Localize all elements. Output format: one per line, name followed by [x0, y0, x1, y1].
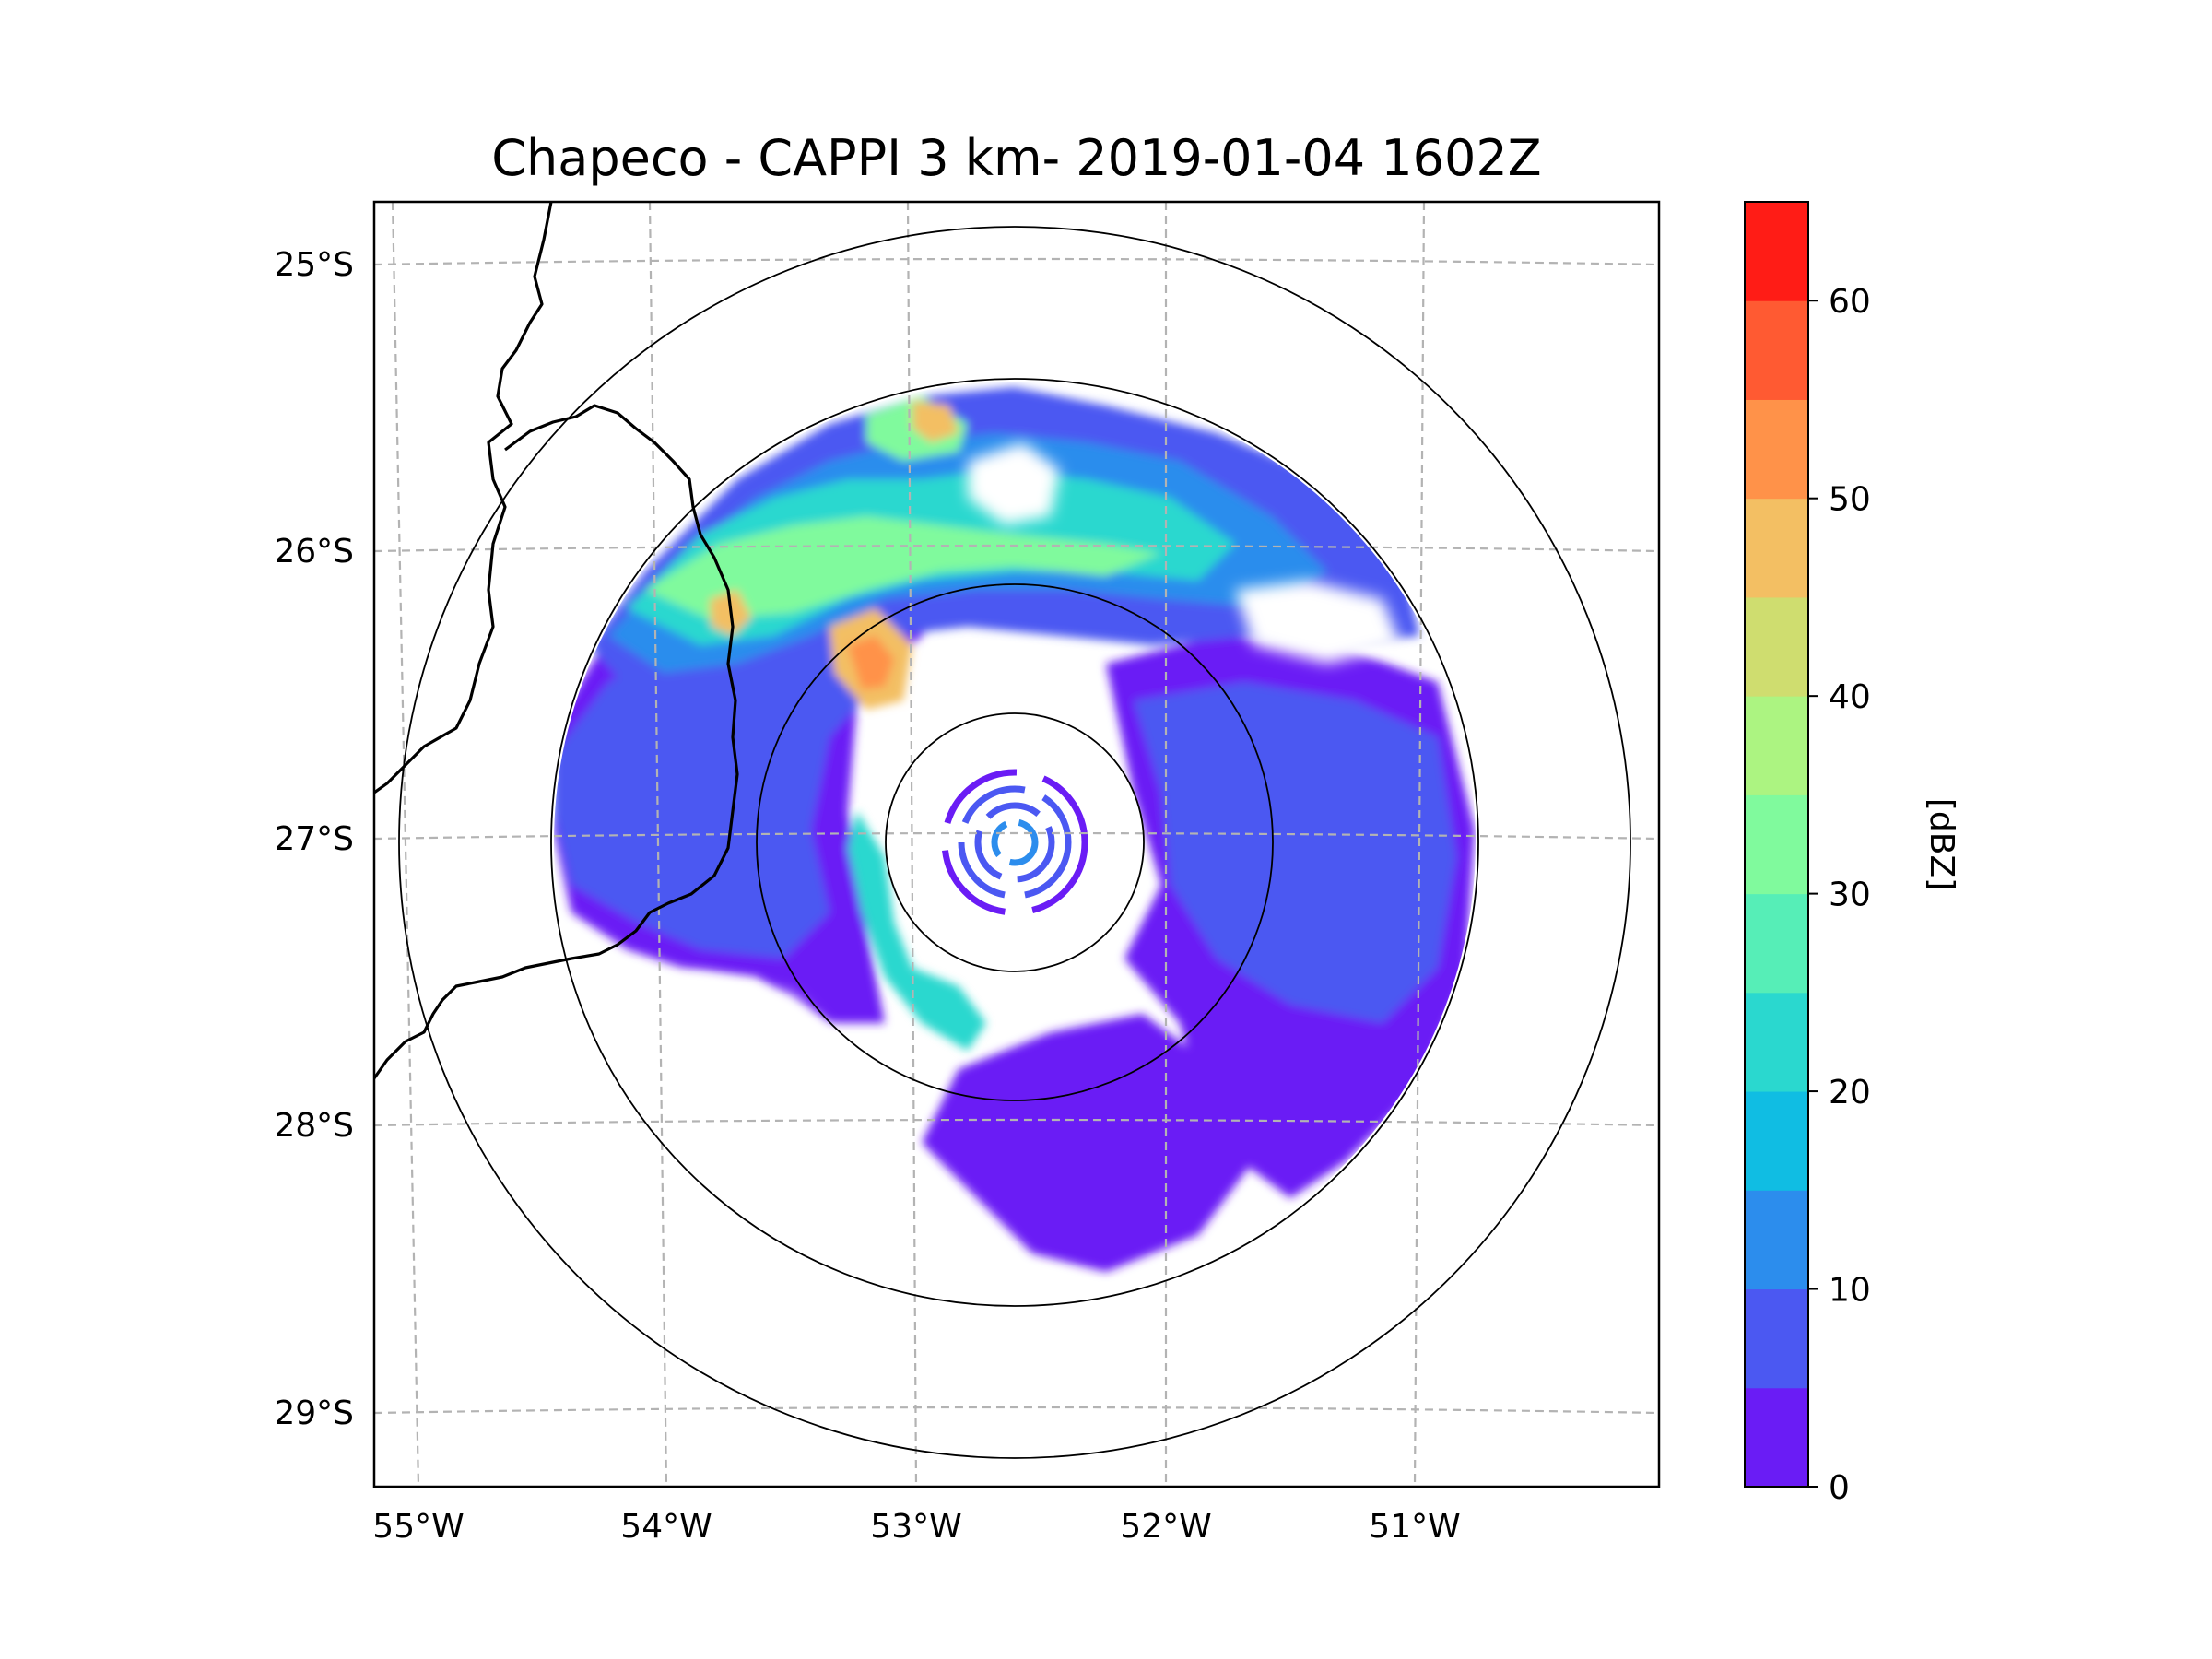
colorbar-band	[1745, 399, 1808, 499]
colorbar-band	[1745, 894, 1808, 994]
colorbar-band	[1745, 794, 1808, 894]
inner-clear-zone	[886, 713, 1144, 971]
colorbar-band	[1745, 1388, 1808, 1488]
lon-label-52w: 52°W	[1120, 1508, 1211, 1546]
colorbar-band	[1745, 696, 1808, 795]
colorbar-tick-label: 20	[1829, 1074, 1871, 1112]
colorbar-band	[1745, 1190, 1808, 1289]
map-panel	[374, 202, 1659, 1487]
colorbar-band	[1745, 1289, 1808, 1389]
colorbar-tick-label: 40	[1829, 678, 1871, 716]
colorbar-band	[1745, 202, 1808, 301]
lat-label-26s: 26°S	[274, 533, 354, 571]
latitude-labels: 25°S 26°S 27°S 28°S 29°S	[274, 246, 354, 1432]
colorbar-band	[1745, 597, 1808, 697]
colorbar-band	[1745, 993, 1808, 1092]
lat-label-25s: 25°S	[274, 246, 354, 284]
colorbar-tick-label: 50	[1829, 481, 1871, 519]
colorbar-tick-label: 0	[1829, 1469, 1850, 1507]
colorbar-tick-label: 10	[1829, 1272, 1871, 1310]
lat-label-28s: 28°S	[274, 1107, 354, 1145]
colorbar-label: [dBZ]	[1923, 798, 1960, 890]
lon-label-55w: 55°W	[372, 1508, 464, 1546]
colorbar-ticks: 0 10 20 30 40 50 60	[1808, 283, 1871, 1507]
lat-label-27s: 27°S	[274, 820, 354, 858]
radar-figure: Chapeco - CAPPI 3 km- 2019-01-04 1602Z	[0, 0, 2212, 1659]
lon-label-54w: 54°W	[620, 1508, 712, 1546]
colorbar-band	[1745, 499, 1808, 598]
colorbar-tick-label: 30	[1829, 877, 1871, 914]
colorbar-band	[1745, 1091, 1808, 1191]
lon-label-51w: 51°W	[1369, 1508, 1460, 1546]
colorbar-tick-label: 60	[1829, 283, 1871, 321]
colorbar-band	[1745, 300, 1808, 400]
colorbar: 0 10 20 30 40 50 60 [dBZ]	[1745, 202, 1960, 1507]
colorbar-bands	[1745, 202, 1808, 1488]
longitude-labels: 55°W 54°W 53°W 52°W 51°W	[372, 1508, 1460, 1546]
lon-label-53w: 53°W	[870, 1508, 961, 1546]
plot-title: Chapeco - CAPPI 3 km- 2019-01-04 1602Z	[491, 129, 1541, 187]
lat-label-29s: 29°S	[274, 1394, 354, 1432]
